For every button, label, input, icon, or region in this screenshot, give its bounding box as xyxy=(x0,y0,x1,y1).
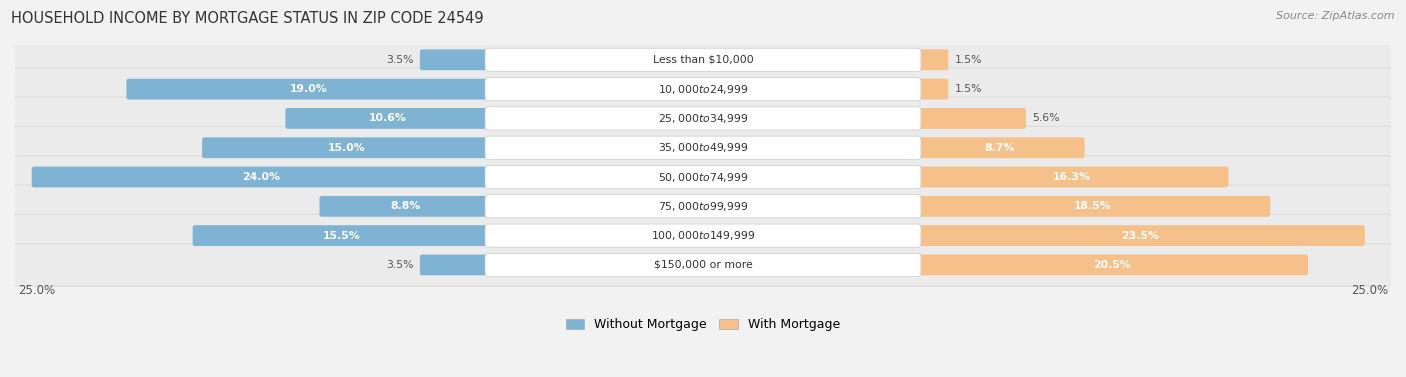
FancyBboxPatch shape xyxy=(14,156,1392,198)
Text: $50,000 to $74,999: $50,000 to $74,999 xyxy=(658,170,748,184)
Text: Source: ZipAtlas.com: Source: ZipAtlas.com xyxy=(1277,11,1395,21)
Text: 15.0%: 15.0% xyxy=(328,143,366,153)
FancyBboxPatch shape xyxy=(14,68,1392,110)
FancyBboxPatch shape xyxy=(485,48,921,71)
FancyBboxPatch shape xyxy=(485,195,921,218)
FancyBboxPatch shape xyxy=(915,196,1270,217)
FancyBboxPatch shape xyxy=(485,107,921,130)
FancyBboxPatch shape xyxy=(14,38,1392,81)
Text: 5.6%: 5.6% xyxy=(1032,113,1060,123)
FancyBboxPatch shape xyxy=(485,78,921,101)
Text: 8.8%: 8.8% xyxy=(389,201,420,211)
Text: Less than $10,000: Less than $10,000 xyxy=(652,55,754,65)
Text: 24.0%: 24.0% xyxy=(242,172,280,182)
FancyBboxPatch shape xyxy=(14,214,1392,257)
Text: 20.5%: 20.5% xyxy=(1092,260,1130,270)
FancyBboxPatch shape xyxy=(127,79,491,100)
Legend: Without Mortgage, With Mortgage: Without Mortgage, With Mortgage xyxy=(561,313,845,336)
FancyBboxPatch shape xyxy=(193,225,491,246)
FancyBboxPatch shape xyxy=(915,225,1365,246)
FancyBboxPatch shape xyxy=(14,244,1392,286)
Text: 16.3%: 16.3% xyxy=(1053,172,1091,182)
Text: 8.7%: 8.7% xyxy=(984,143,1015,153)
Text: 3.5%: 3.5% xyxy=(387,55,413,65)
Text: 25.0%: 25.0% xyxy=(1351,284,1388,297)
FancyBboxPatch shape xyxy=(285,108,491,129)
Text: 18.5%: 18.5% xyxy=(1074,201,1112,211)
FancyBboxPatch shape xyxy=(915,49,948,70)
FancyBboxPatch shape xyxy=(319,196,491,217)
Text: 25.0%: 25.0% xyxy=(18,284,55,297)
FancyBboxPatch shape xyxy=(485,136,921,159)
Text: $100,000 to $149,999: $100,000 to $149,999 xyxy=(651,229,755,242)
Text: $25,000 to $34,999: $25,000 to $34,999 xyxy=(658,112,748,125)
FancyBboxPatch shape xyxy=(915,167,1229,187)
FancyBboxPatch shape xyxy=(485,224,921,247)
FancyBboxPatch shape xyxy=(915,108,1026,129)
Text: $10,000 to $24,999: $10,000 to $24,999 xyxy=(658,83,748,96)
FancyBboxPatch shape xyxy=(915,137,1084,158)
FancyBboxPatch shape xyxy=(915,254,1308,275)
FancyBboxPatch shape xyxy=(485,253,921,276)
Text: $35,000 to $49,999: $35,000 to $49,999 xyxy=(658,141,748,154)
Text: 15.5%: 15.5% xyxy=(323,231,360,241)
Text: HOUSEHOLD INCOME BY MORTGAGE STATUS IN ZIP CODE 24549: HOUSEHOLD INCOME BY MORTGAGE STATUS IN Z… xyxy=(11,11,484,26)
FancyBboxPatch shape xyxy=(14,97,1392,140)
FancyBboxPatch shape xyxy=(420,254,491,275)
FancyBboxPatch shape xyxy=(202,137,491,158)
FancyBboxPatch shape xyxy=(14,185,1392,228)
Text: $75,000 to $99,999: $75,000 to $99,999 xyxy=(658,200,748,213)
FancyBboxPatch shape xyxy=(420,49,491,70)
Text: 10.6%: 10.6% xyxy=(368,113,406,123)
Text: 1.5%: 1.5% xyxy=(955,84,981,94)
Text: 23.5%: 23.5% xyxy=(1121,231,1159,241)
FancyBboxPatch shape xyxy=(915,79,948,100)
Text: 3.5%: 3.5% xyxy=(387,260,413,270)
FancyBboxPatch shape xyxy=(32,167,491,187)
Text: $150,000 or more: $150,000 or more xyxy=(654,260,752,270)
Text: 1.5%: 1.5% xyxy=(955,55,981,65)
FancyBboxPatch shape xyxy=(485,166,921,188)
FancyBboxPatch shape xyxy=(14,126,1392,169)
Text: 19.0%: 19.0% xyxy=(290,84,328,94)
